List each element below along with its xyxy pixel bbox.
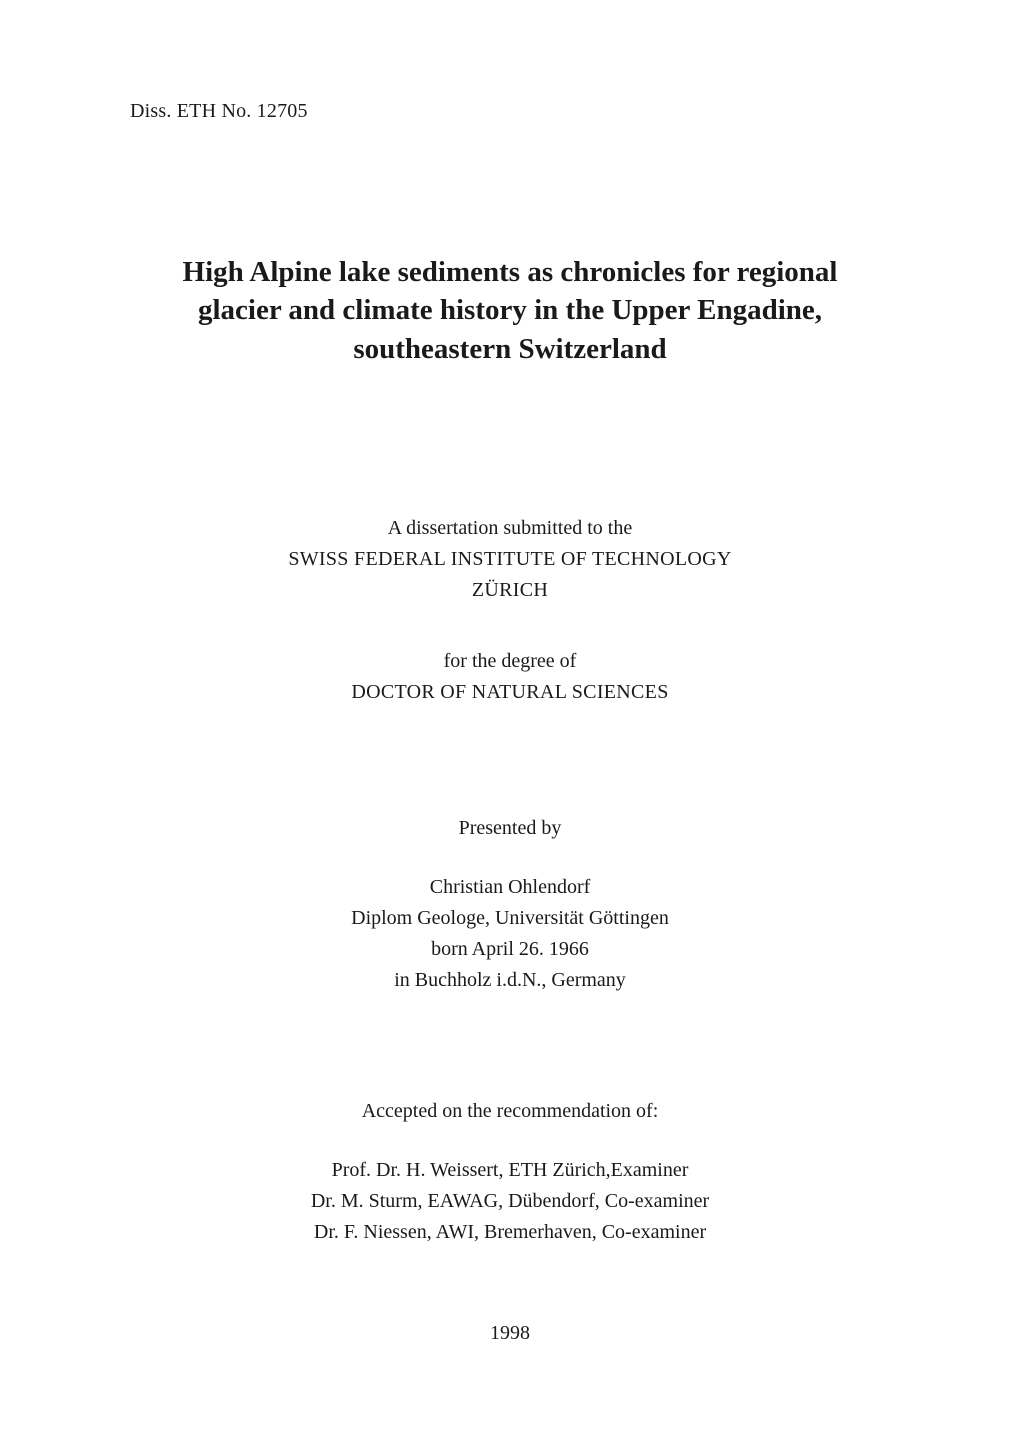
institute-name: SWISS FEDERAL INSTITUTE OF TECHNOLOGY <box>130 544 890 575</box>
title-line-3: southeastern Switzerland <box>130 330 890 368</box>
degree-line-2: DOCTOR OF NATURAL SCIENCES <box>130 677 890 708</box>
institute-city: ZÜRICH <box>130 575 890 606</box>
accepted-label: Accepted on the recommendation of: <box>130 1096 890 1127</box>
submitted-to-block: A dissertation submitted to the SWISS FE… <box>130 513 890 606</box>
author-degree: Diplom Geologe, Universität Göttingen <box>130 903 890 934</box>
committee-block: Prof. Dr. H. Weissert, ETH Zürich,Examin… <box>130 1155 890 1248</box>
submitted-to-line-1: A dissertation submitted to the <box>130 513 890 544</box>
author-name: Christian Ohlendorf <box>130 872 890 903</box>
degree-line-1: for the degree of <box>130 646 890 677</box>
dissertation-title: High Alpine lake sediments as chronicles… <box>130 253 890 368</box>
author-block: Christian Ohlendorf Diplom Geologe, Univ… <box>130 872 890 996</box>
committee-member-2: Dr. M. Sturm, EAWAG, Dübendorf, Co-exami… <box>130 1186 890 1217</box>
dissertation-title-page: Diss. ETH No. 12705 High Alpine lake sed… <box>0 0 1020 1443</box>
committee-member-3: Dr. F. Niessen, AWI, Bremerhaven, Co-exa… <box>130 1217 890 1248</box>
title-line-1: High Alpine lake sediments as chronicles… <box>130 253 890 291</box>
dissertation-year: 1998 <box>130 1318 890 1349</box>
title-line-2: glacier and climate history in the Upper… <box>130 291 890 329</box>
degree-block: for the degree of DOCTOR OF NATURAL SCIE… <box>130 646 890 708</box>
diss-number: Diss. ETH No. 12705 <box>130 100 890 123</box>
committee-member-1: Prof. Dr. H. Weissert, ETH Zürich,Examin… <box>130 1155 890 1186</box>
presented-by-label: Presented by <box>130 813 890 844</box>
author-birthplace: in Buchholz i.d.N., Germany <box>130 965 890 996</box>
author-born: born April 26. 1966 <box>130 934 890 965</box>
